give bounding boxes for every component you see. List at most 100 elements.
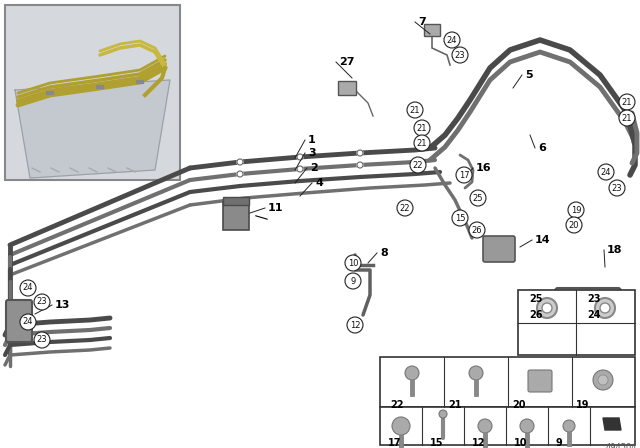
Circle shape <box>237 171 243 177</box>
Bar <box>483 433 487 448</box>
Bar <box>380 357 635 407</box>
Circle shape <box>392 417 410 435</box>
Circle shape <box>542 303 552 313</box>
Text: 23: 23 <box>454 51 465 60</box>
Circle shape <box>600 303 610 313</box>
Circle shape <box>469 366 483 380</box>
Bar <box>474 380 478 396</box>
Circle shape <box>345 273 361 289</box>
Circle shape <box>563 420 575 432</box>
Text: 26: 26 <box>472 225 483 234</box>
Text: 26: 26 <box>529 310 543 320</box>
Text: 1: 1 <box>308 135 316 145</box>
Text: 21: 21 <box>410 105 420 115</box>
Text: 20: 20 <box>569 220 579 229</box>
Text: 11: 11 <box>268 203 284 213</box>
Circle shape <box>410 157 426 173</box>
Text: 15: 15 <box>455 214 465 223</box>
Text: 22: 22 <box>400 203 410 212</box>
Bar <box>223 202 249 230</box>
Text: 21: 21 <box>621 113 632 122</box>
Circle shape <box>452 47 468 63</box>
Text: 21: 21 <box>448 400 461 410</box>
Circle shape <box>414 120 430 136</box>
Circle shape <box>568 202 584 218</box>
Text: 17: 17 <box>459 171 469 180</box>
FancyBboxPatch shape <box>555 288 621 349</box>
Circle shape <box>469 222 485 238</box>
Bar <box>338 81 356 95</box>
Polygon shape <box>15 80 170 178</box>
Circle shape <box>297 166 303 172</box>
Text: 10: 10 <box>514 438 527 448</box>
Text: 9: 9 <box>350 276 356 285</box>
Circle shape <box>452 210 468 226</box>
Polygon shape <box>603 418 621 430</box>
Text: 22: 22 <box>390 400 403 410</box>
Text: 21: 21 <box>621 98 632 107</box>
Circle shape <box>598 164 614 180</box>
Text: 23: 23 <box>36 336 47 345</box>
Circle shape <box>20 314 36 330</box>
Circle shape <box>405 366 419 380</box>
Text: 27: 27 <box>339 57 355 67</box>
Text: 15: 15 <box>430 438 444 448</box>
Circle shape <box>397 200 413 216</box>
Text: 21: 21 <box>417 124 428 133</box>
Text: 19: 19 <box>576 400 589 410</box>
Circle shape <box>347 317 363 333</box>
Text: 24: 24 <box>588 310 601 320</box>
Text: 23: 23 <box>612 184 622 193</box>
Text: 8: 8 <box>380 248 388 258</box>
Bar <box>518 290 635 355</box>
Circle shape <box>598 375 608 385</box>
Bar <box>5 5 180 180</box>
Bar <box>399 435 403 448</box>
Circle shape <box>439 410 447 418</box>
Text: 23: 23 <box>588 294 601 304</box>
Text: 21: 21 <box>417 138 428 147</box>
Circle shape <box>444 32 460 48</box>
Bar <box>410 380 414 396</box>
Text: 14: 14 <box>535 235 550 245</box>
Text: 7: 7 <box>418 17 426 27</box>
Text: 16: 16 <box>476 163 492 173</box>
Circle shape <box>34 332 50 348</box>
Circle shape <box>619 94 635 110</box>
Text: 20: 20 <box>512 400 525 410</box>
Circle shape <box>357 162 363 168</box>
Text: 9: 9 <box>556 438 563 448</box>
Circle shape <box>345 255 361 271</box>
Bar <box>525 433 529 448</box>
Text: 19: 19 <box>571 206 581 215</box>
Circle shape <box>20 280 36 296</box>
Text: 17: 17 <box>388 438 401 448</box>
Circle shape <box>407 102 423 118</box>
Circle shape <box>357 150 363 156</box>
Bar <box>567 432 571 446</box>
Text: 22: 22 <box>413 160 423 169</box>
Text: 6: 6 <box>538 143 546 153</box>
Text: 24: 24 <box>447 35 457 44</box>
Circle shape <box>595 298 615 318</box>
Ellipse shape <box>570 308 600 338</box>
Text: 3: 3 <box>308 148 316 158</box>
Text: 13: 13 <box>55 300 70 310</box>
Circle shape <box>593 370 613 390</box>
Circle shape <box>537 298 557 318</box>
Circle shape <box>478 419 492 433</box>
Circle shape <box>470 190 486 206</box>
Text: 23: 23 <box>36 297 47 306</box>
Text: 12: 12 <box>349 320 360 329</box>
FancyBboxPatch shape <box>528 370 552 392</box>
FancyBboxPatch shape <box>483 236 515 262</box>
Bar <box>380 407 635 445</box>
Text: 18: 18 <box>607 245 623 255</box>
Text: 494504: 494504 <box>605 443 637 448</box>
Circle shape <box>456 167 472 183</box>
Circle shape <box>414 135 430 151</box>
Circle shape <box>619 110 635 126</box>
Text: 12: 12 <box>472 438 486 448</box>
Text: 25: 25 <box>529 294 543 304</box>
Text: 24: 24 <box>23 284 33 293</box>
